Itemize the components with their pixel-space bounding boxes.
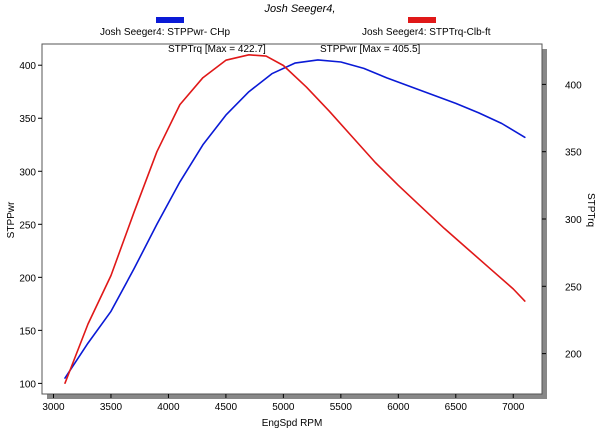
x-tick-label: 5000 xyxy=(272,402,295,413)
torque-series-line xyxy=(64,53,526,385)
power-series-line xyxy=(64,59,526,379)
legend-swatch-torque xyxy=(408,17,436,23)
legend-label-torque: Josh Seeger4: STPTrq-Clb-ft xyxy=(362,27,491,38)
x-tick-label: 5500 xyxy=(330,402,353,413)
y-tick-label: 100 xyxy=(19,379,36,390)
legend-swatch-power xyxy=(156,17,184,23)
series-layer xyxy=(64,53,526,385)
y2-tick-label: 350 xyxy=(565,148,582,159)
torque-max-annotation: STPTrq [Max = 422.7] xyxy=(168,44,266,55)
x-axis-label: EngSpd RPM xyxy=(262,418,323,429)
y2-axis-label: STPTrq xyxy=(585,193,596,227)
y-tick-label: 200 xyxy=(19,273,36,284)
y-tick-label: 300 xyxy=(19,167,36,178)
y2-tick-label: 250 xyxy=(565,282,582,293)
legend-label-power: Josh Seeger4: STPPwr- CHp xyxy=(100,27,230,38)
y2-tick-label: 300 xyxy=(565,215,582,226)
x-tick-label: 6500 xyxy=(445,402,468,413)
y-tick-label: 250 xyxy=(19,220,36,231)
x-tick-label: 4000 xyxy=(157,402,180,413)
x-tick-label: 6000 xyxy=(387,402,410,413)
x-tick-label: 3500 xyxy=(100,402,123,413)
x-tick-label: 7000 xyxy=(502,402,525,413)
y2-tick-label: 200 xyxy=(565,350,582,361)
y-tick-label: 350 xyxy=(19,114,36,125)
x-tick-label: 3000 xyxy=(42,402,65,413)
y-tick-label: 150 xyxy=(19,326,36,337)
y-tick-label: 400 xyxy=(19,61,36,72)
y2-tick-label: 400 xyxy=(565,80,582,91)
ticks-layer: 3000 3500 4000 4500 5000 5500 6000 6500 7000 100 1… xyxy=(19,61,582,413)
power-max-annotation: STPPwr [Max = 405.5] xyxy=(320,44,421,55)
chart-title: Josh Seeger4, xyxy=(264,3,336,15)
x-tick-label: 4500 xyxy=(215,402,238,413)
y-axis-label: STPPwr xyxy=(6,201,17,238)
plot-frame xyxy=(41,43,543,395)
